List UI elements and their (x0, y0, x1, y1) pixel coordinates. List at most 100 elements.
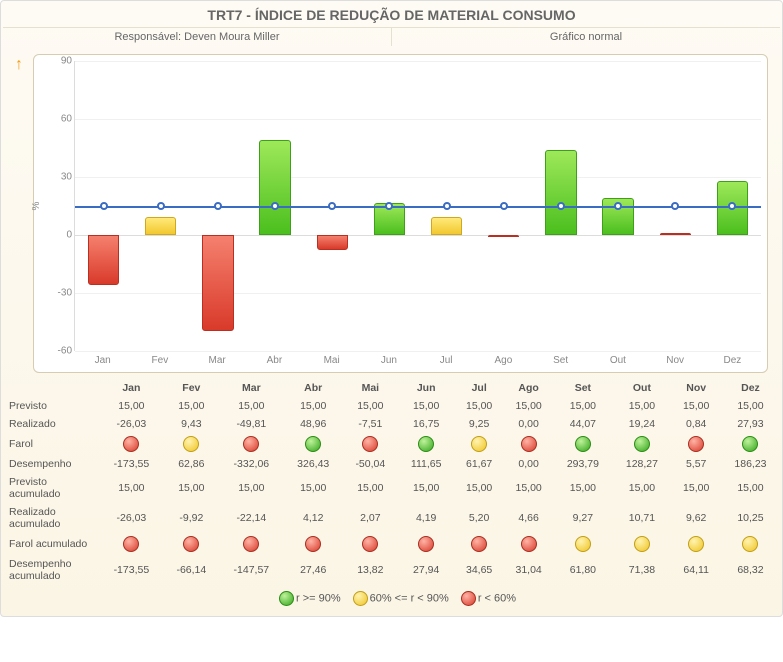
traffic-light-icon (183, 536, 199, 552)
chart-wrap: ↑ % -60-300306090 JanFevMarAbrMaiJunJulA… (3, 46, 780, 373)
bar (545, 150, 576, 235)
col-head: Mai (343, 379, 398, 397)
value-cell: 15,00 (164, 397, 219, 415)
x-tick: Abr (246, 355, 303, 366)
value-cell: 15,00 (671, 473, 720, 503)
farol-cell (454, 433, 503, 455)
line-marker (557, 202, 565, 210)
traffic-light-icon (362, 436, 378, 452)
value-cell: 13,82 (343, 555, 398, 585)
col-head: Set (553, 379, 612, 397)
farol-cell (99, 433, 164, 455)
bar (88, 235, 119, 285)
grafico-mode[interactable]: Gráfico normal (392, 28, 780, 46)
legend-label: 60% <= r < 90% (370, 592, 449, 604)
legend: r >= 90%60% <= r < 90%r < 60% (3, 585, 780, 614)
row-head: Previsto acumulado (3, 473, 99, 503)
farol-cell (721, 533, 780, 555)
farol-cell (164, 533, 219, 555)
x-tick: Dez (704, 355, 761, 366)
row-head: Farol acumulado (3, 533, 99, 555)
x-tick: Mar (189, 355, 246, 366)
value-cell: 15,00 (454, 473, 503, 503)
farol-cell (454, 533, 503, 555)
value-cell: -49,81 (219, 415, 284, 433)
value-cell: 186,23 (721, 455, 780, 473)
farol-cell (219, 533, 284, 555)
col-head: Dez (721, 379, 780, 397)
value-cell: 111,65 (398, 455, 454, 473)
farol-cell (343, 433, 398, 455)
value-cell: 19,24 (612, 415, 671, 433)
farol-cell (99, 533, 164, 555)
col-head: Ago (504, 379, 553, 397)
value-cell: 15,00 (343, 473, 398, 503)
value-cell: 62,86 (164, 455, 219, 473)
x-tick: Jan (74, 355, 131, 366)
legend-label: r < 60% (478, 592, 516, 604)
farol-cell (504, 433, 553, 455)
page-title: TRT7 - ÍNDICE DE REDUÇÃO DE MATERIAL CON… (3, 3, 780, 27)
legend-swatch-icon (353, 591, 368, 606)
value-cell: 5,20 (454, 503, 503, 533)
value-cell: 15,00 (398, 397, 454, 415)
value-cell: 9,27 (553, 503, 612, 533)
col-head: Out (612, 379, 671, 397)
value-cell: 0,84 (671, 415, 720, 433)
legend-swatch-icon (279, 591, 294, 606)
value-cell: 64,11 (671, 555, 720, 585)
farol-cell (219, 433, 284, 455)
col-head: Jan (99, 379, 164, 397)
trend-up-icon: ↑ (15, 54, 33, 373)
farol-cell (164, 433, 219, 455)
value-cell: 61,80 (553, 555, 612, 585)
row-head: Desempenho (3, 455, 99, 473)
x-tick: Jun (360, 355, 417, 366)
value-cell: -332,06 (219, 455, 284, 473)
value-cell: 15,00 (99, 473, 164, 503)
line-marker (100, 202, 108, 210)
traffic-light-icon (742, 536, 758, 552)
value-cell: -50,04 (343, 455, 398, 473)
value-cell: -66,14 (164, 555, 219, 585)
traffic-light-icon (742, 436, 758, 452)
col-head: Abr (284, 379, 343, 397)
value-cell: 48,96 (284, 415, 343, 433)
value-cell: 31,04 (504, 555, 553, 585)
x-tick: Mai (303, 355, 360, 366)
legend-swatch-icon (461, 591, 476, 606)
y-tick: -30 (58, 288, 72, 299)
value-cell: 15,00 (612, 473, 671, 503)
y-axis-label: % (31, 202, 42, 211)
report-panel: TRT7 - ÍNDICE DE REDUÇÃO DE MATERIAL CON… (0, 0, 783, 617)
farol-cell (671, 433, 720, 455)
value-cell: -7,51 (343, 415, 398, 433)
x-tick: Ago (475, 355, 532, 366)
line-marker (271, 202, 279, 210)
row-head: Farol (3, 433, 99, 455)
traffic-light-icon (183, 436, 199, 452)
value-cell: 15,00 (454, 397, 503, 415)
row-head: Desempenho acumulado (3, 555, 99, 585)
value-cell: 27,46 (284, 555, 343, 585)
col-head: Mar (219, 379, 284, 397)
y-tick: 90 (61, 56, 72, 67)
line-marker (328, 202, 336, 210)
col-head: Jun (398, 379, 454, 397)
value-cell: 15,00 (284, 473, 343, 503)
value-cell: -22,14 (219, 503, 284, 533)
traffic-light-icon (305, 436, 321, 452)
plot-inner (74, 61, 761, 351)
value-cell: 293,79 (553, 455, 612, 473)
x-tick: Set (532, 355, 589, 366)
traffic-light-icon (688, 436, 704, 452)
value-cell: 15,00 (612, 397, 671, 415)
traffic-light-icon (575, 436, 591, 452)
value-cell: 71,38 (612, 555, 671, 585)
value-cell: 128,27 (612, 455, 671, 473)
y-tick: 60 (61, 114, 72, 125)
value-cell: 44,07 (553, 415, 612, 433)
traffic-light-icon (305, 536, 321, 552)
traffic-light-icon (418, 436, 434, 452)
line-marker (614, 202, 622, 210)
